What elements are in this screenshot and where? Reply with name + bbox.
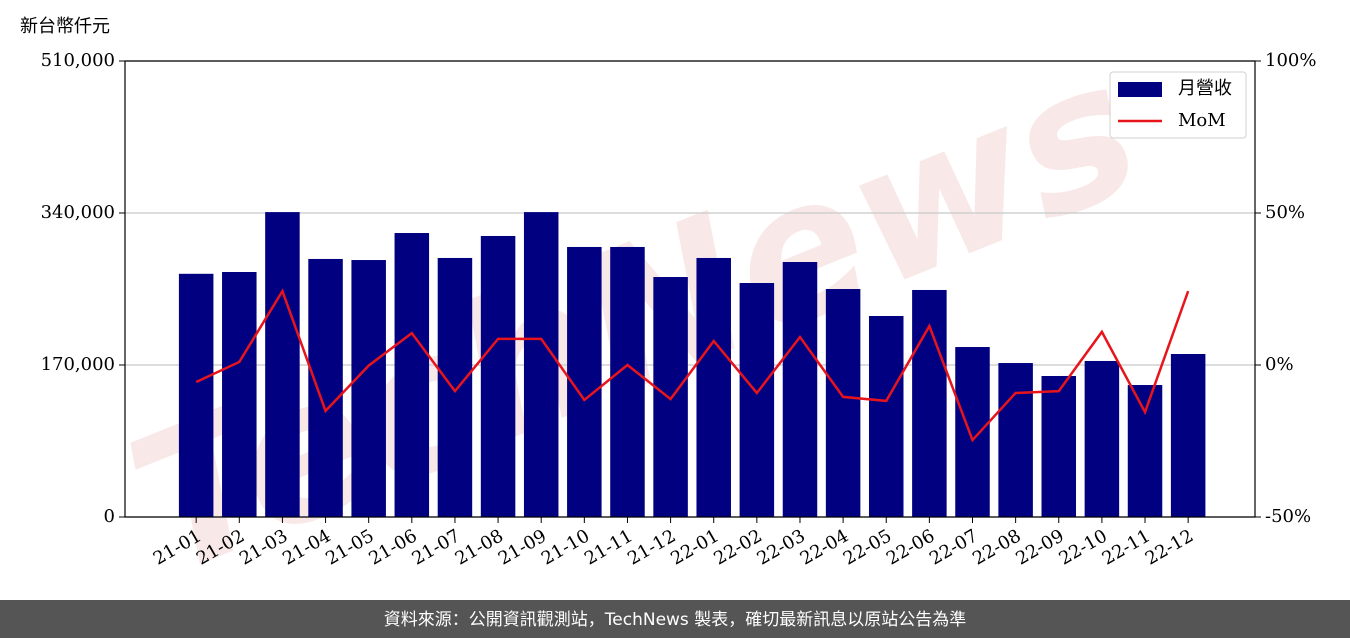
- x-tick-label: 22-10: [1055, 525, 1110, 569]
- x-tick-label: 21-12: [624, 525, 679, 569]
- bar: [222, 272, 257, 517]
- legend-label: MoM: [1178, 110, 1226, 131]
- x-tick-label: 21-07: [409, 525, 464, 569]
- footer-bar: [0, 600, 1350, 638]
- x-tick-label: 22-09: [1012, 525, 1067, 569]
- x-tick-label: 22-03: [754, 525, 809, 569]
- bar: [394, 233, 430, 517]
- y-tick-label: 0: [104, 506, 115, 527]
- bar: [265, 212, 300, 517]
- x-tick-label: 22-12: [1142, 525, 1197, 569]
- x-tick-label: 22-02: [710, 525, 765, 569]
- x-tick-label: 22-06: [883, 525, 938, 569]
- x-tick-label: 21-11: [581, 525, 636, 569]
- bar: [955, 347, 990, 517]
- bar: [696, 257, 731, 517]
- bar: [739, 283, 775, 517]
- bar: [437, 257, 473, 517]
- y2-tick-label: 0%: [1265, 354, 1294, 375]
- bar: [480, 235, 516, 517]
- x-tick-label: 21-08: [452, 525, 507, 569]
- bar: [825, 289, 861, 517]
- bar: [308, 258, 343, 517]
- bar: [1127, 385, 1163, 517]
- legend-label: 月營收: [1178, 78, 1232, 99]
- footer: 資料來源：公開資訊觀測站，TechNews 製表，確切最新訊息以原站公告為準: [384, 610, 966, 630]
- x-tick-label: 21-10: [538, 525, 593, 569]
- bar: [998, 363, 1033, 517]
- x-tick-label: 22-11: [1099, 525, 1154, 569]
- x-tick-label: 21-09: [495, 525, 550, 569]
- y-axis-label: 新台幣仟元: [20, 16, 110, 37]
- y-tick-label: 510,000: [41, 50, 115, 71]
- y2-tick-label: 50%: [1265, 202, 1305, 223]
- y-tick-label: 340,000: [41, 202, 115, 223]
- line: [195, 288, 1190, 443]
- bar: [178, 273, 214, 517]
- x-tick-label: 22-05: [840, 525, 895, 569]
- legend-swatch: [1118, 82, 1162, 97]
- x-tick-label: 22-01: [667, 525, 722, 569]
- bar: [351, 260, 386, 517]
- plot-frame: [124, 60, 1256, 518]
- bar: [868, 316, 904, 517]
- bar: [1170, 354, 1206, 517]
- y2-tick-label: -50%: [1265, 506, 1311, 527]
- x-tick-label: 22-07: [926, 525, 981, 569]
- bar: [610, 246, 645, 517]
- bar: [782, 261, 818, 517]
- x-tick-label: 22-08: [969, 525, 1024, 569]
- y-tick-label: 170,000: [41, 354, 115, 375]
- bar: [1041, 375, 1077, 517]
- x-tick-label: 22-04: [797, 525, 852, 569]
- y2-tick-label: 100%: [1265, 50, 1316, 71]
- bar: [523, 212, 559, 517]
- bar: [1084, 360, 1120, 517]
